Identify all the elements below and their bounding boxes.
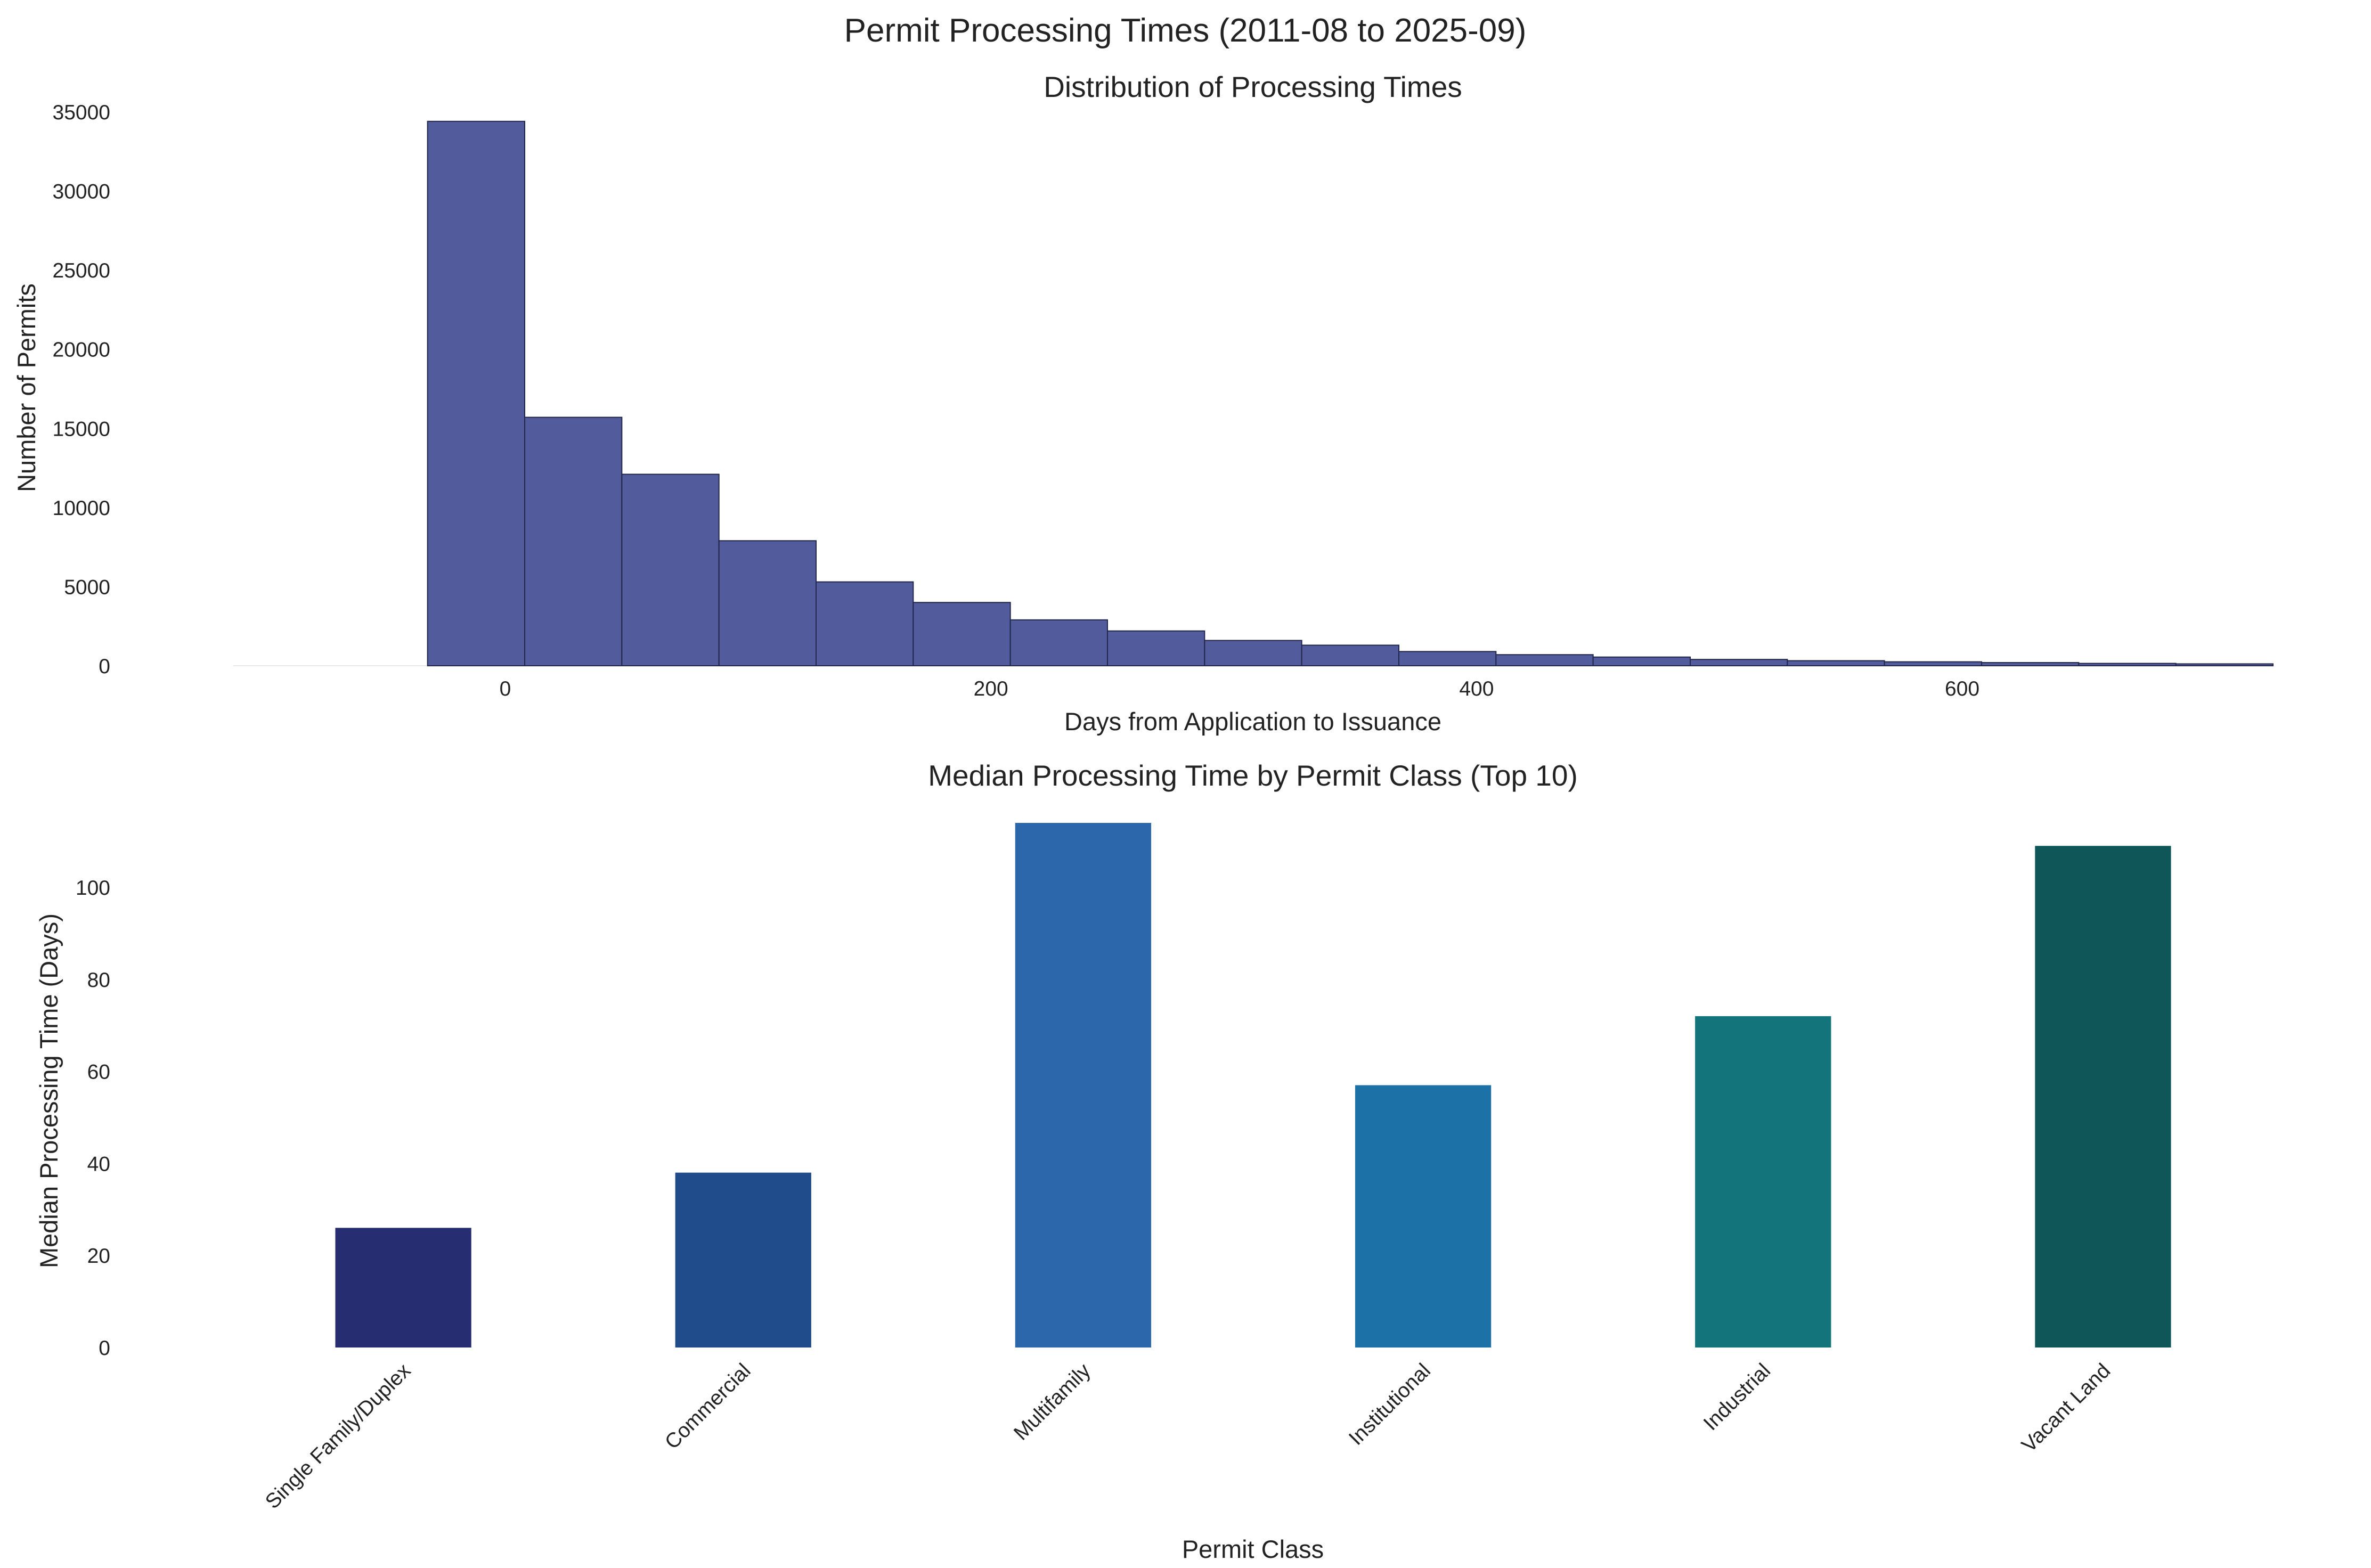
histogram-x-tick-label: 200 (974, 677, 1008, 700)
bar-chart-y-tick-label: 100 (76, 877, 110, 900)
histogram-bar (1009, 619, 1108, 667)
histogram-xlabel: Days from Application to Issuance (1064, 707, 1441, 736)
histogram-bar (1495, 654, 1594, 666)
histogram-y-tick-label: 5000 (64, 576, 110, 599)
bar-chart-y-tick-label: 60 (87, 1061, 110, 1084)
bar-chart-x-ticks: Single Family/Duplex Commercial Multifamil… (261, 1359, 2115, 1514)
histogram-bar (2175, 663, 2274, 667)
histogram-ylabel: Number of Permits (12, 283, 40, 492)
histogram-y-tick-label: 25000 (53, 259, 110, 282)
histogram-x-tick-label: 600 (1945, 677, 1979, 700)
bar-chart-y-ticks: 0 20 40 60 80 100 (76, 877, 110, 1360)
bar-chart-xlabel: Permit Class (1182, 1535, 1324, 1563)
figure-title: Permit Processing Times (2011-08 to 2025… (844, 12, 1527, 49)
histogram-bar (816, 581, 914, 666)
histogram-x-tick-label: 400 (1459, 677, 1494, 700)
bar-chart-bars (335, 823, 2171, 1348)
histogram-panel: Distribution of Processing Times Number … (12, 70, 2274, 736)
bar-multifamily (1015, 823, 1152, 1348)
histogram-bar (524, 416, 623, 666)
histogram-bar (2078, 663, 2177, 666)
histogram-bar (1204, 640, 1302, 667)
histogram-y-tick-label: 15000 (53, 418, 110, 440)
bar-chart-ylabel: Median Processing Time (Days) (35, 913, 63, 1268)
histogram-bar (1690, 659, 1788, 666)
bar-chart-y-tick-label: 0 (99, 1337, 110, 1360)
histogram-bar (1398, 651, 1497, 667)
bar-chart-panel: Median Processing Time by Permit Class (… (35, 759, 2171, 1563)
bar-chart-y-tick-label: 40 (87, 1153, 110, 1175)
bar-vacant-land (2035, 846, 2171, 1348)
histogram-x-ticks: 0 200 400 600 (500, 677, 1979, 700)
histogram-bar (621, 473, 720, 666)
histogram-bars (427, 120, 2274, 667)
bar-chart-x-tick-label: Industrial (1699, 1359, 1775, 1435)
bar-commercial (675, 1172, 811, 1348)
histogram-x-tick-label: 0 (500, 677, 511, 700)
bar-chart-x-tick-label: Single Family/Duplex (261, 1359, 415, 1514)
bar-chart-x-tick-label: Vacant Land (2017, 1359, 2115, 1457)
histogram-y-tick-label: 35000 (53, 101, 110, 124)
histogram-bar (427, 120, 526, 667)
histogram-y-tick-label: 30000 (53, 181, 110, 203)
histogram-bar (1107, 630, 1205, 666)
bar-chart-x-tick-label: Commercial (661, 1359, 755, 1454)
bar-single-family-duplex (335, 1228, 471, 1348)
histogram-bar (1592, 656, 1691, 666)
histogram-bar (1787, 660, 1885, 667)
bar-industrial (1695, 1016, 1831, 1348)
bar-chart-title: Median Processing Time by Permit Class (… (928, 759, 1578, 792)
histogram-bar (912, 602, 1011, 666)
histogram-y-tick-label: 20000 (53, 339, 110, 362)
bar-chart-x-tick-label: Multifamily (1009, 1359, 1095, 1445)
bar-chart-y-tick-label: 80 (87, 969, 110, 992)
histogram-bar (718, 540, 817, 666)
histogram-y-tick-label: 10000 (53, 497, 110, 520)
bar-chart-y-tick-label: 20 (87, 1245, 110, 1268)
histogram-title: Distribution of Processing Times (1044, 70, 1462, 103)
histogram-bar (1884, 661, 1983, 666)
histogram-y-ticks: 0 5000 10000 15000 20000 25000 30000 35000 (53, 101, 110, 678)
histogram-y-tick-label: 0 (99, 655, 110, 678)
histogram-bar (1301, 644, 1400, 667)
bar-institutional (1355, 1085, 1492, 1348)
bar-chart-x-tick-label: Institutional (1345, 1359, 1435, 1450)
histogram-bar (1981, 662, 2080, 666)
